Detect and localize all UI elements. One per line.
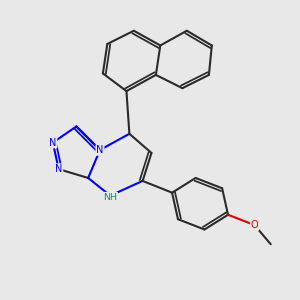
Text: NH: NH	[103, 193, 117, 202]
Text: N: N	[96, 145, 103, 155]
Text: N: N	[55, 164, 62, 174]
Text: N: N	[49, 138, 56, 148]
Text: O: O	[251, 220, 258, 230]
